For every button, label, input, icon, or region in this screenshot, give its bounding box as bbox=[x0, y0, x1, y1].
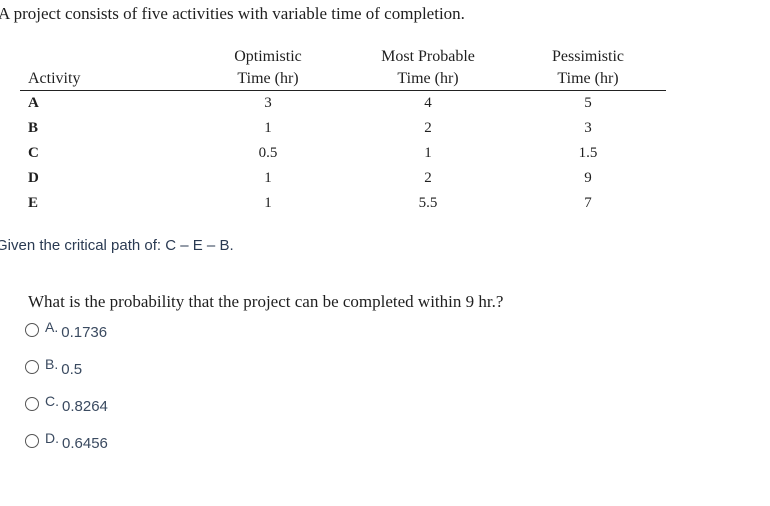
cell-pessimistic: 9 bbox=[584, 170, 592, 186]
cell-pessimistic: 1.5 bbox=[578, 145, 598, 161]
header-pessimistic-line1: Pessimistic bbox=[551, 48, 624, 65]
cell-most-probable: 1 bbox=[424, 145, 432, 161]
cell-optimistic: 1 bbox=[264, 170, 272, 186]
cell-optimistic: 0.5 bbox=[258, 145, 278, 161]
choice-value-b: 0.5 bbox=[61, 361, 83, 378]
table-row: E 1 5.5 7 bbox=[20, 191, 666, 216]
header-most-probable-line1: Most Probable bbox=[381, 48, 475, 65]
cell-most-probable: 2 bbox=[424, 120, 432, 136]
answer-choices: A. 0.1736 B. 0.5 C. 0.8264 D. 0.6456 bbox=[25, 317, 108, 465]
cell-activity: B bbox=[28, 120, 39, 136]
table-row: B 1 2 3 bbox=[20, 116, 666, 141]
header-activity-label: Activity bbox=[28, 70, 81, 87]
header-most-probable: Most Probable Time (hr) bbox=[346, 46, 510, 91]
critical-path-text: Given the critical path of: C – E – B. bbox=[0, 237, 234, 254]
choice-c[interactable]: C. 0.8264 bbox=[25, 391, 108, 416]
cell-optimistic: 1 bbox=[264, 120, 272, 136]
choice-value-c: 0.8264 bbox=[62, 398, 108, 415]
activity-time-table: Activity Optimistic Time (hr) Most Proba… bbox=[20, 46, 666, 216]
choice-letter-c: C. bbox=[45, 392, 59, 409]
choice-value-a: 0.1736 bbox=[61, 324, 108, 341]
activity-table-container: Activity Optimistic Time (hr) Most Proba… bbox=[20, 46, 666, 216]
cell-pessimistic: 5 bbox=[584, 95, 592, 111]
header-optimistic-line1: Optimistic bbox=[234, 48, 302, 65]
table-row: C 0.5 1 1.5 bbox=[20, 141, 666, 166]
header-pessimistic-line2: Time (hr) bbox=[557, 70, 619, 87]
radio-button-b[interactable] bbox=[25, 359, 39, 374]
choice-letter-b: B. bbox=[45, 355, 59, 372]
radio-button-d[interactable] bbox=[25, 433, 39, 448]
choice-value-d: 0.6456 bbox=[62, 435, 108, 452]
cell-activity: D bbox=[28, 170, 39, 186]
header-optimistic-line2: Time (hr) bbox=[237, 70, 299, 87]
cell-most-probable: 4 bbox=[424, 95, 432, 111]
question-text: What is the probability that the project… bbox=[28, 292, 504, 311]
cell-activity: C bbox=[28, 145, 39, 161]
header-most-probable-line2: Time (hr) bbox=[397, 70, 459, 87]
problem-intro: A project consists of five activities wi… bbox=[0, 4, 465, 23]
choice-b[interactable]: B. 0.5 bbox=[25, 354, 108, 379]
choice-d[interactable]: D. 0.6456 bbox=[25, 428, 108, 453]
header-activity: Activity bbox=[20, 46, 190, 91]
cell-optimistic: 3 bbox=[264, 95, 272, 111]
table-header-row: Activity Optimistic Time (hr) Most Proba… bbox=[20, 46, 666, 91]
cell-activity: E bbox=[28, 195, 39, 211]
header-optimistic: Optimistic Time (hr) bbox=[190, 46, 346, 91]
cell-most-probable: 5.5 bbox=[418, 195, 438, 211]
choice-letter-a: A. bbox=[45, 318, 59, 335]
cell-activity: A bbox=[28, 95, 39, 111]
cell-optimistic: 1 bbox=[264, 195, 272, 211]
table-row: A 3 4 5 bbox=[20, 91, 666, 117]
choice-a[interactable]: A. 0.1736 bbox=[25, 317, 108, 342]
choice-letter-d: D. bbox=[45, 429, 59, 446]
table-row: D 1 2 9 bbox=[20, 166, 666, 191]
radio-button-c[interactable] bbox=[25, 396, 39, 411]
header-pessimistic: Pessimistic Time (hr) bbox=[510, 46, 666, 91]
cell-pessimistic: 7 bbox=[584, 195, 592, 211]
radio-button-a[interactable] bbox=[25, 322, 39, 337]
cell-pessimistic: 3 bbox=[584, 120, 592, 136]
cell-most-probable: 2 bbox=[424, 170, 432, 186]
